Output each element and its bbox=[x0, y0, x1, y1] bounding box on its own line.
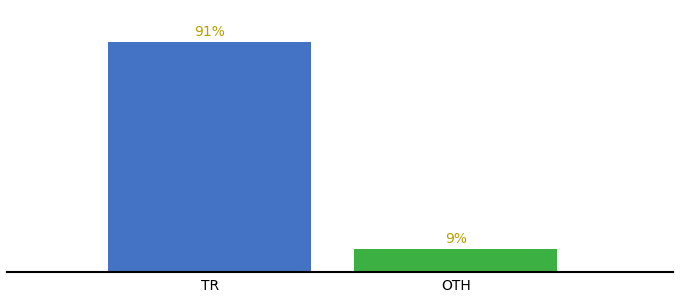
Text: 91%: 91% bbox=[194, 25, 225, 38]
Bar bbox=[354, 249, 557, 272]
Text: 9%: 9% bbox=[445, 232, 467, 246]
Bar bbox=[108, 42, 311, 272]
